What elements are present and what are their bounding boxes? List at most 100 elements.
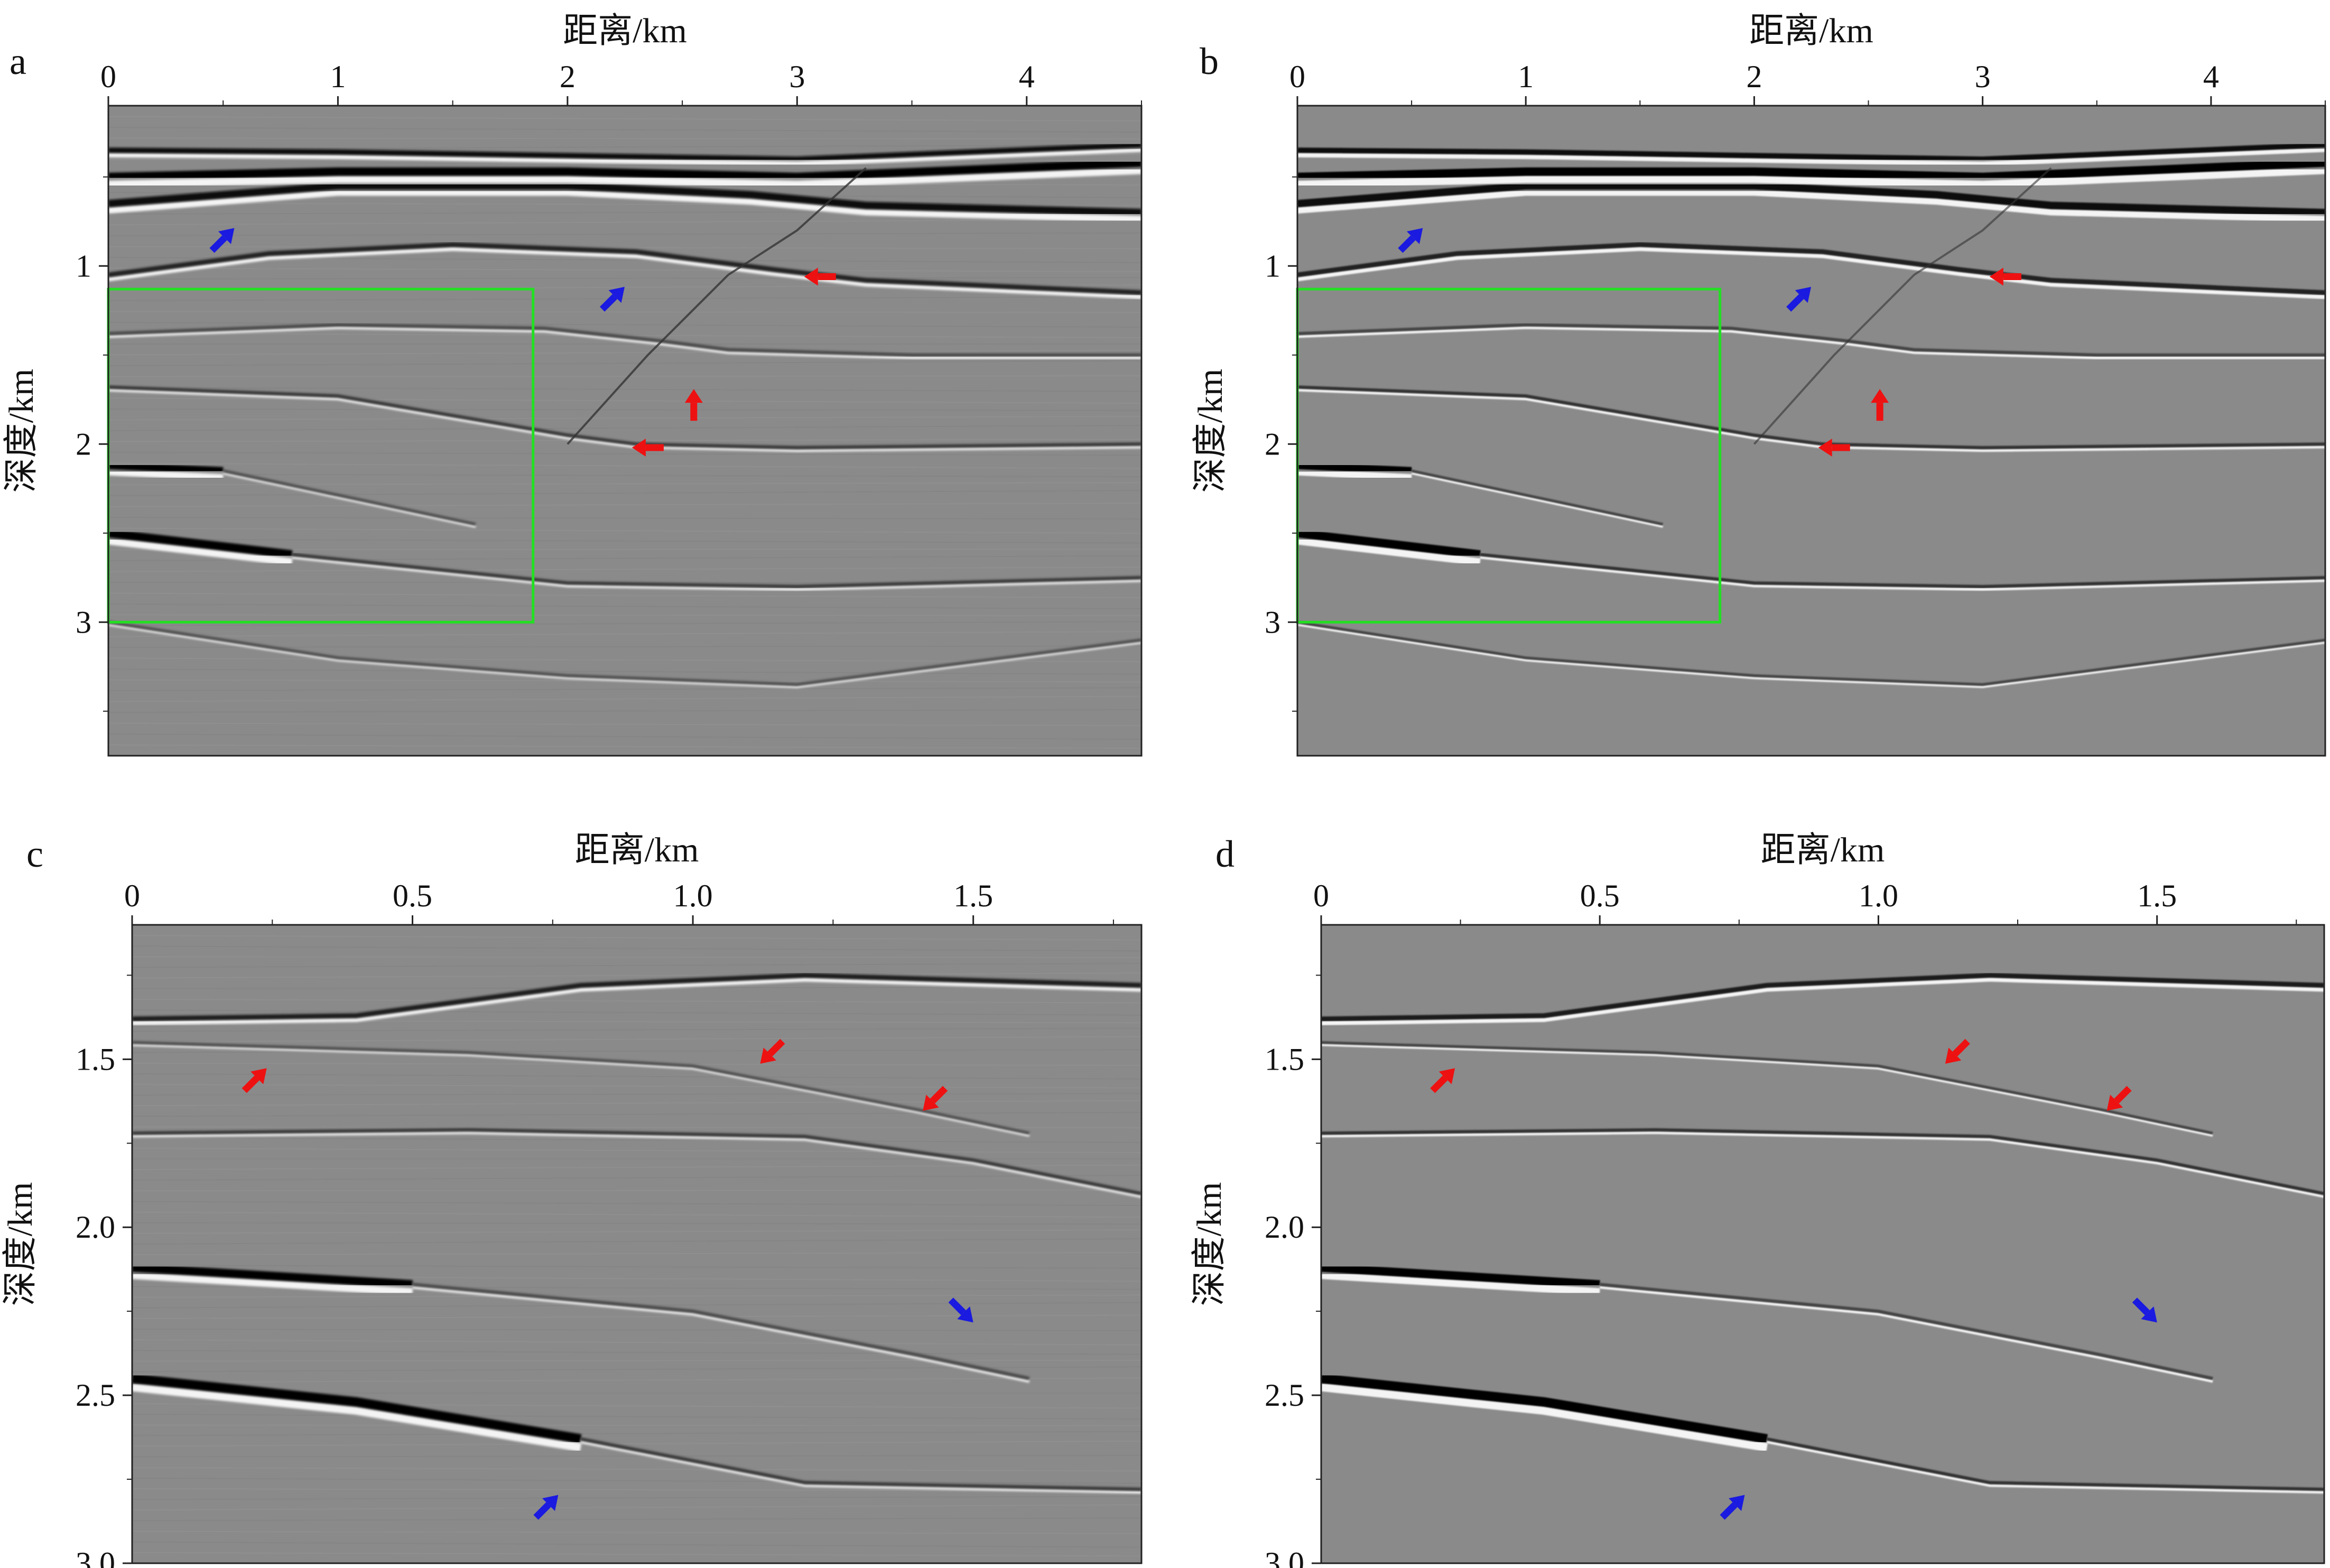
panel-svg: 0 1 2 3 4 1 2 3 距离/km 深度/km a: [2, 12, 1143, 757]
blue-arrow-icon: [533, 1495, 559, 1520]
reflector-2: [1321, 1128, 2324, 1195]
reflector-highlight: [222, 472, 476, 528]
reflector-6: [1767, 1437, 2324, 1491]
reflector-highlight: [1297, 147, 2325, 166]
reflector-5: [132, 1374, 582, 1444]
reflector-1: [1321, 1041, 2213, 1135]
y-tick-label: 1.5: [76, 1042, 115, 1077]
panel-a: 0 1 2 3 4 1 2 3 距离/km 深度/km a: [0, 0, 1163, 761]
reflector-6: [580, 1437, 1141, 1491]
reflector-highlight: [1599, 1286, 2213, 1383]
plot-frame: [107, 105, 1143, 757]
reflector-0: [1321, 972, 2324, 1022]
red-arrow-icon: [632, 439, 664, 457]
red-arrow-icon: [1945, 1038, 1970, 1064]
reflector-highlight: [580, 1440, 1141, 1494]
reflector-2: [108, 182, 1141, 217]
reflector-highlight: [108, 147, 1141, 166]
red-arrow-icon: [1430, 1068, 1455, 1093]
reflector-8: [108, 528, 293, 559]
reflector-highlight: [108, 623, 1141, 688]
y-axis-label: 深度/km: [1, 1182, 40, 1306]
reflectors: [132, 925, 1141, 1557]
reflector-highlight: [1321, 1131, 2324, 1198]
reflector-highlight: [108, 469, 224, 481]
reflector-highlight: [132, 977, 1141, 1026]
reflector-10: [108, 620, 1141, 686]
reflector-5: [108, 385, 1141, 450]
x-tick-label: 2: [560, 59, 575, 94]
reflector-highlight: [132, 1271, 413, 1296]
reflector-highlight: [1321, 977, 2324, 1026]
red-arrow-icon: [242, 1068, 267, 1093]
x-tick-label: 3: [789, 59, 805, 94]
red-arrow-icon: [760, 1038, 785, 1064]
reflector-highlight: [108, 537, 293, 566]
reflector-highlight: [108, 189, 1141, 223]
reflector-highlight: [1767, 1440, 2324, 1494]
reflector-1: [108, 158, 1141, 181]
reflector-highlight: [1297, 166, 2325, 189]
reflector-7: [1411, 469, 1664, 526]
red-arrow-icon: [2106, 1085, 2132, 1111]
blue-arrow-icon: [209, 228, 235, 253]
reflector-0: [108, 142, 1141, 162]
reflector-1: [1297, 158, 2325, 181]
reflector-9: [292, 553, 1141, 588]
reflector-highlight: [132, 1131, 1141, 1198]
red-arrow-icon: [923, 1085, 948, 1111]
x-axis-label: 距离/km: [1749, 12, 1873, 50]
panel-c: 0 0.5 1.0 1.5 1.5 2.0 2.5 3.0 距离/km 深度/km c: [0, 798, 1163, 1568]
reflector-0: [1297, 142, 2325, 162]
reflector-9: [1480, 553, 2325, 588]
y-tick-label: 3.0: [76, 1546, 115, 1568]
x-tick-label: 1: [1518, 59, 1534, 94]
x-tick-label: 3: [1975, 59, 1991, 94]
y-tick-label: 1: [76, 248, 91, 283]
panel-letter: a: [10, 40, 26, 82]
reflector-10: [1297, 620, 2325, 686]
y-tick-label: 1.5: [1265, 1042, 1304, 1077]
y-tick-label: 2: [76, 426, 91, 461]
y-axis-label: 深度/km: [2, 369, 41, 493]
x-axis-label: 距离/km: [1761, 831, 1885, 869]
reflector-highlight: [292, 555, 1141, 591]
blue-arrow-icon: [599, 286, 625, 312]
y-tick-label: 2: [1265, 426, 1280, 461]
blue-arrow-icon: [2132, 1297, 2157, 1323]
y-tick-label: 3.0: [1265, 1546, 1304, 1568]
reflector-6: [1297, 461, 1412, 475]
seismic-image-background: [1297, 106, 2325, 756]
panel-d: 0 0.5 1.0 1.5 1.5 2.0 2.5 3.0 距离/km 深度/km d: [1189, 798, 2330, 1568]
fault-1: [567, 274, 729, 445]
y-axis-label: 深度/km: [1190, 1182, 1229, 1306]
reflectors: [1321, 972, 2324, 1494]
panel-b: 0 1 2 3 4 1 2 3 距离/km 深度/km b: [1189, 0, 2330, 761]
fault-0: [727, 167, 867, 276]
reflector-highlight: [412, 1286, 1030, 1383]
panel-letter: d: [1215, 833, 1234, 875]
plot-frame: [1296, 105, 2326, 757]
x-tick-label: 1.5: [953, 878, 993, 913]
reflector-highlight: [1321, 1271, 1600, 1296]
reflectors: [108, 106, 1141, 749]
x-tick-label: 0: [1313, 878, 1329, 913]
x-tick-label: 2: [1746, 59, 1762, 94]
red-arrow-icon: [1871, 389, 1889, 421]
x-tick-label: 1.0: [673, 878, 713, 913]
x-tick-label: 1.5: [2137, 878, 2177, 913]
reflector-highlight: [1297, 246, 2325, 299]
reflector-highlight: [1480, 555, 2325, 591]
reflector-2: [1297, 182, 2325, 217]
reflector-3: [132, 1263, 413, 1289]
plot-frame: [1320, 924, 2325, 1564]
x-tick-label: 1.0: [1859, 878, 1898, 913]
reflector-highlight: [108, 388, 1141, 452]
panel-letter: c: [26, 833, 43, 875]
x-tick-label: 0: [124, 878, 140, 913]
panel-svg: 0 0.5 1.0 1.5 1.5 2.0 2.5 3.0 距离/km 深度/km c: [1, 831, 1143, 1568]
reflector-4: [1599, 1283, 2213, 1380]
y-tick-label: 2.5: [76, 1378, 115, 1413]
plot-frame: [131, 924, 1143, 1564]
reflector-highlight: [1321, 1043, 2213, 1137]
